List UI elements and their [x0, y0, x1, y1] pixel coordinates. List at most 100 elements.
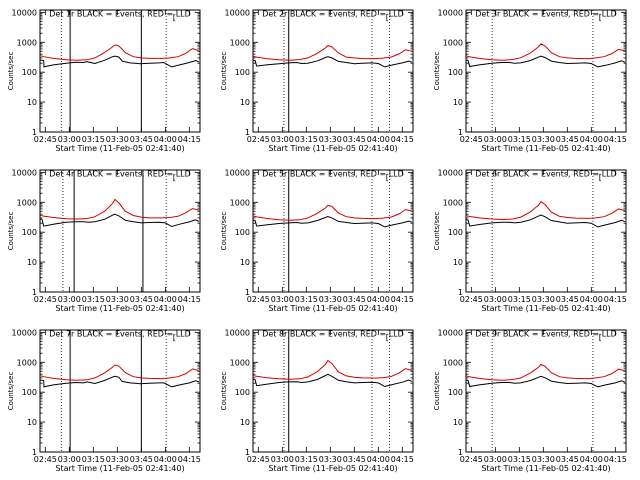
- y-tick-label: 1000: [443, 38, 463, 47]
- chart-panel: Det 1r BLACK = Events, RED = LLD 1 10 100 10…: [7, 8, 201, 153]
- y-tick-label: 100: [235, 68, 250, 77]
- y-axis-label: Counts/sec: [433, 52, 441, 91]
- y-tick-label: 10: [453, 258, 463, 267]
- chart-title: Det 7r BLACK = Events, RED = LLD: [49, 330, 191, 339]
- x-tick-label: 03:15: [508, 295, 531, 304]
- y-tick-label: 10: [240, 418, 250, 427]
- y-tick-label: 1000: [443, 198, 463, 207]
- x-tick-label: 03:00: [484, 295, 507, 304]
- x-axis-label: Start Time (11-Feb-05 02:41:40): [481, 304, 610, 313]
- x-tick-label: 04:15: [178, 455, 201, 464]
- chart-panel: Det 5r BLACK = Events, RED = LLD 1 10 100 10…: [220, 168, 414, 313]
- x-tick-label: 03:30: [319, 455, 342, 464]
- x-tick-label: 04:15: [391, 455, 414, 464]
- y-axis-label: Counts/sec: [7, 52, 15, 91]
- y-tick-label: 1: [32, 448, 37, 457]
- y-tick-label: 1000: [17, 358, 37, 367]
- y-tick-label: 1: [458, 448, 463, 457]
- events-series-line: [39, 213, 200, 228]
- x-tick-label: 03:30: [319, 135, 342, 144]
- y-tick-label: 10000: [225, 8, 250, 17]
- x-tick-label: 03:00: [58, 135, 81, 144]
- x-axis-label: Start Time (11-Feb-05 02:41:40): [55, 304, 184, 313]
- x-tick-label: 04:00: [580, 295, 603, 304]
- x-tick-label: 04:15: [178, 135, 201, 144]
- y-tick-label: 10: [453, 418, 463, 427]
- lld-series-line: [252, 204, 413, 221]
- x-tick-label: 02:45: [460, 135, 483, 144]
- x-tick-label: 03:30: [532, 455, 555, 464]
- y-tick-label: 100: [448, 388, 463, 397]
- x-tick-label: 03:30: [319, 295, 342, 304]
- y-tick-label: 1: [32, 288, 37, 297]
- x-axis-label: Start Time (11-Feb-05 02:41:40): [55, 144, 184, 153]
- x-tick-label: 04:15: [391, 295, 414, 304]
- lld-series-line: [39, 198, 200, 220]
- y-tick-label: 10000: [225, 168, 250, 177]
- y-tick-label: 100: [448, 68, 463, 77]
- x-tick-label: 04:15: [604, 295, 627, 304]
- events-series-line: [465, 375, 626, 388]
- x-tick-label: 03:30: [532, 295, 555, 304]
- chart-title: Det 2r BLACK = Events, RED = LLD: [262, 10, 404, 19]
- x-tick-label: 03:15: [295, 455, 318, 464]
- y-tick-label: 100: [235, 388, 250, 397]
- y-tick-label: 100: [22, 68, 37, 77]
- x-tick-label: 03:30: [106, 135, 129, 144]
- x-tick-label: 04:00: [580, 135, 603, 144]
- events-series-line: [252, 215, 413, 228]
- marker-bracket: [: [386, 13, 389, 22]
- y-tick-label: 1000: [17, 198, 37, 207]
- events-series-line: [39, 375, 200, 388]
- marker-bracket: [: [599, 333, 602, 342]
- y-tick-label: 10000: [12, 8, 37, 17]
- chart-title: Det 1r BLACK = Events, RED = LLD: [49, 10, 191, 19]
- y-tick-label: 1000: [17, 38, 37, 47]
- events-series-line: [39, 55, 200, 68]
- events-series-line: [465, 214, 626, 228]
- y-tick-label: 1000: [230, 358, 250, 367]
- events-series-line: [252, 373, 413, 388]
- y-tick-label: 1: [245, 128, 250, 137]
- x-axis-label: Start Time (11-Feb-05 02:41:40): [481, 144, 610, 153]
- y-tick-label: 1000: [230, 198, 250, 207]
- lld-series-line: [39, 44, 200, 61]
- marker-bracket: [: [173, 333, 176, 342]
- chart-panel: Det 2r BLACK = Events, RED = LLD 1 10 100 10…: [220, 8, 414, 153]
- plot-frame: [39, 169, 201, 293]
- y-tick-label: 10000: [438, 8, 463, 17]
- marker-bracket: [: [173, 13, 176, 22]
- x-tick-label: 03:30: [106, 295, 129, 304]
- x-tick-label: 03:00: [58, 455, 81, 464]
- x-tick-label: 03:00: [484, 455, 507, 464]
- chart-panel: Det 7r BLACK = Events, RED = LLD 1 10 100 10…: [7, 328, 201, 473]
- x-tick-label: 03:00: [484, 135, 507, 144]
- events-series-line: [252, 56, 413, 68]
- chart-title: Det 9r BLACK = Events, RED = LLD: [475, 330, 617, 339]
- chart-title: Det 6r BLACK = Events, RED = LLD: [475, 170, 617, 179]
- chart-panel: Det 6r BLACK = Events, RED = LLD 1 10 100 10…: [433, 168, 627, 313]
- y-tick-label: 10: [27, 98, 37, 107]
- x-tick-label: 04:15: [604, 135, 627, 144]
- y-axis-label: Counts/sec: [220, 52, 228, 91]
- x-tick-label: 03:45: [556, 295, 579, 304]
- events-series-line: [465, 55, 626, 68]
- y-tick-label: 1000: [443, 358, 463, 367]
- chart-panel: Det 4r BLACK = Events, RED = LLD 1 10 100 10…: [7, 168, 201, 313]
- chart-title: Det 5r BLACK = Events, RED = LLD: [262, 170, 404, 179]
- plot-frame: [39, 9, 201, 133]
- x-tick-label: 02:45: [247, 135, 270, 144]
- y-tick-label: 100: [448, 228, 463, 237]
- y-tick-label: 10000: [12, 328, 37, 337]
- plot-frame: [252, 9, 414, 133]
- marker-bracket: [: [386, 173, 389, 182]
- x-tick-label: 04:15: [391, 135, 414, 144]
- y-axis-label: Counts/sec: [220, 372, 228, 411]
- x-tick-label: 04:00: [154, 135, 177, 144]
- marker-bracket: [: [386, 333, 389, 342]
- x-tick-label: 04:00: [154, 295, 177, 304]
- x-axis-label: Start Time (11-Feb-05 02:41:40): [481, 464, 610, 473]
- y-tick-label: 100: [22, 228, 37, 237]
- x-tick-label: 03:45: [343, 135, 366, 144]
